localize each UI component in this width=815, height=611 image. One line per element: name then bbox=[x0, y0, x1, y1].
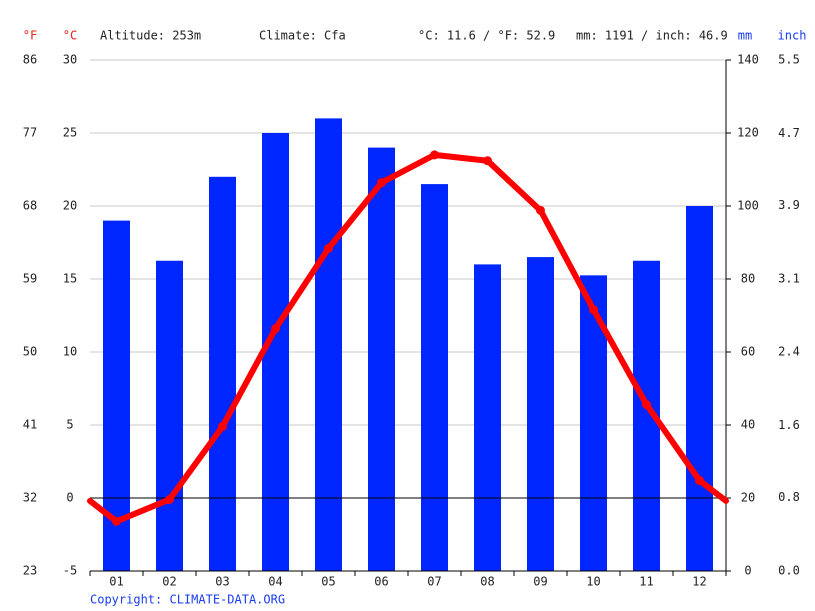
bar bbox=[209, 176, 236, 572]
bar bbox=[315, 118, 342, 572]
c-unit: °C bbox=[63, 29, 77, 43]
temp-point bbox=[642, 400, 651, 410]
x-tick-label: 06 bbox=[374, 575, 388, 589]
y2-tick-label: 80 bbox=[741, 272, 755, 286]
y-tick-label: 10 bbox=[63, 345, 77, 359]
bar bbox=[156, 260, 183, 571]
bar bbox=[421, 184, 448, 571]
y4-tick-label: 3.1 bbox=[778, 271, 800, 285]
line-edge bbox=[696, 477, 729, 504]
y-tick-label: 25 bbox=[63, 126, 77, 140]
x-tick-label: 10 bbox=[586, 575, 600, 589]
temp-point bbox=[324, 243, 333, 253]
x-tick-label: 05 bbox=[321, 575, 335, 589]
mm-unit: mm bbox=[738, 29, 752, 43]
total-precip: mm: 1191 / inch: 46.9 bbox=[576, 29, 728, 43]
x-tick-label: 12 bbox=[692, 575, 706, 589]
y4-tick-label: 3.9 bbox=[778, 198, 800, 212]
temp-point bbox=[165, 494, 174, 504]
y-tick-label: 30 bbox=[63, 53, 77, 67]
x-tick-label: 04 bbox=[268, 575, 282, 589]
y3-tick-label: 86 bbox=[23, 53, 37, 67]
y2-tick-label: 100 bbox=[737, 199, 759, 213]
y3-tick-label: 41 bbox=[23, 418, 37, 432]
y3-tick-label: 50 bbox=[23, 345, 37, 359]
altitude: Altitude: 253m bbox=[100, 29, 201, 43]
x-tick-label: 07 bbox=[427, 575, 441, 589]
temp-point bbox=[430, 150, 439, 160]
temp-point bbox=[218, 421, 227, 431]
line-edge bbox=[87, 497, 120, 525]
avg-temp: °C: 11.6 / °F: 52.9 bbox=[418, 29, 555, 43]
temp-point bbox=[695, 475, 704, 485]
y2-tick-label: 140 bbox=[737, 53, 759, 67]
y2-tick-label: 20 bbox=[741, 491, 755, 505]
x-tick-label: 11 bbox=[639, 575, 653, 589]
y3-tick-label: 68 bbox=[23, 199, 37, 213]
bar bbox=[368, 147, 395, 571]
bar bbox=[580, 275, 607, 571]
copyright: Copyright: CLIMATE-DATA.ORG bbox=[90, 593, 285, 607]
x-tick-label: 08 bbox=[480, 575, 494, 589]
climate: Climate: Cfa bbox=[259, 29, 346, 43]
y2-tick-label: 60 bbox=[741, 345, 755, 359]
temp-point bbox=[589, 305, 598, 315]
temp-point bbox=[536, 205, 545, 215]
y2-tick-label: 0 bbox=[744, 564, 751, 578]
x-tick-label: 03 bbox=[215, 575, 229, 589]
y-tick-label: 0 bbox=[66, 491, 73, 505]
bar bbox=[527, 257, 554, 571]
temp-point bbox=[483, 156, 492, 166]
bar bbox=[474, 264, 501, 571]
y3-tick-label: 23 bbox=[23, 564, 37, 578]
temp-point bbox=[112, 516, 121, 526]
x-tick-label: 09 bbox=[533, 575, 547, 589]
y2-tick-label: 120 bbox=[737, 126, 759, 140]
y3-tick-label: 32 bbox=[23, 491, 37, 505]
temp-line bbox=[113, 151, 703, 525]
y4-tick-label: 2.4 bbox=[778, 345, 800, 359]
y-tick-label: 5 bbox=[66, 418, 73, 432]
y4-tick-label: 0.0 bbox=[778, 564, 800, 578]
x-tick-label: 01 bbox=[109, 575, 123, 589]
y4-tick-label: 5.5 bbox=[778, 53, 800, 67]
inch-unit: inch bbox=[778, 29, 807, 43]
f-unit: °F bbox=[23, 29, 37, 43]
y3-tick-label: 59 bbox=[23, 272, 37, 286]
y-tick-label: -5 bbox=[63, 564, 77, 578]
y4-tick-label: 1.6 bbox=[778, 418, 800, 432]
temp-point bbox=[377, 178, 386, 188]
y4-tick-label: 4.7 bbox=[778, 126, 800, 140]
y4-tick-label: 0.8 bbox=[778, 490, 800, 504]
y2-tick-label: 40 bbox=[741, 418, 755, 432]
x-tick-label: 02 bbox=[162, 575, 176, 589]
y3-tick-label: 77 bbox=[23, 126, 37, 140]
bar bbox=[686, 206, 713, 571]
temp-point bbox=[271, 324, 280, 334]
y-tick-label: 15 bbox=[63, 272, 77, 286]
y-tick-label: 20 bbox=[63, 199, 77, 213]
